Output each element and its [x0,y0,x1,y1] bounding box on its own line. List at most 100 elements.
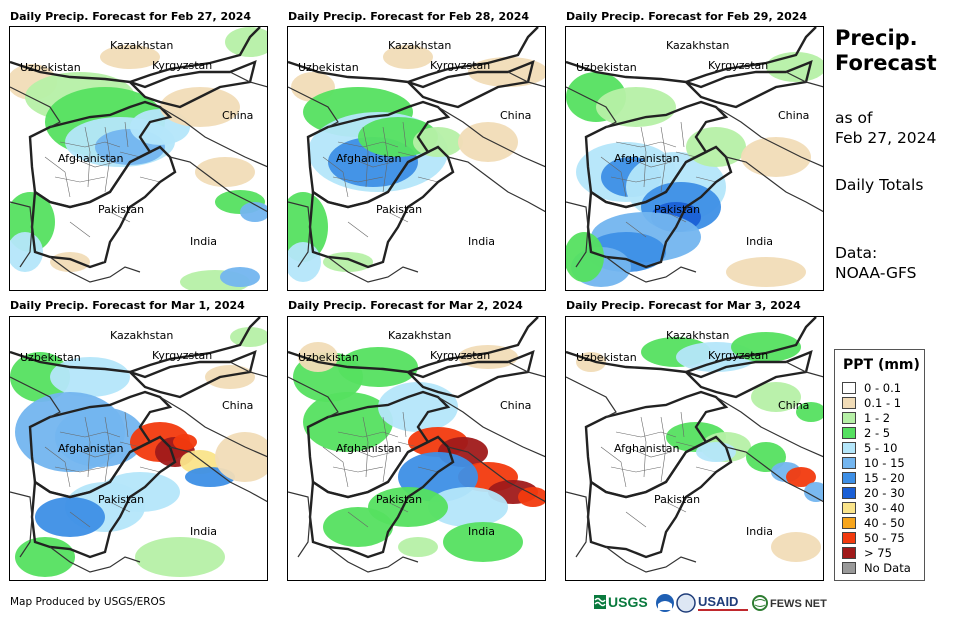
precip-area [458,122,518,162]
province-boundary [69,156,116,168]
daily-totals-label: Daily Totals [835,176,924,194]
legend-swatch [842,412,856,424]
side-title: Precip. Forecast [835,26,937,76]
country-boundary [10,27,261,84]
country-boundary [10,86,61,128]
province-boundary [382,416,389,483]
panel-title-2: Daily Precip. Forecast for Feb 28, 2024 [288,10,530,23]
country-boundary [229,71,267,88]
legend-swatch [842,472,856,484]
fews-text: FEWS NET [770,598,827,610]
province-boundary [680,121,685,148]
globe-icon [752,595,768,611]
precip-area [195,157,255,187]
precip-area [383,45,433,69]
place-label-afghanistan: Afghanistan [336,152,402,165]
country-boundary [566,376,617,418]
precip-area [15,537,75,577]
precip-area [741,137,811,177]
country-boundary [159,106,267,168]
precip-raster [566,317,823,573]
province-boundary [69,511,91,528]
province-boundary [610,466,662,473]
place-label-kazakhstan: Kazakhstan [110,329,174,342]
province-boundary [675,151,697,158]
province-boundary [332,176,384,183]
country-boundary [10,491,33,558]
country-boundary [10,376,61,418]
panel-title-1: Daily Precip. Forecast for Feb 27, 2024 [10,10,252,23]
precip-area [518,487,545,507]
country-boundary [566,491,589,558]
place-label-india: India [190,235,217,248]
province-boundary [625,511,647,528]
province-boundary [625,446,672,458]
legend-label: 20 - 30 [864,486,905,500]
place-label-uzbekistan: Uzbekistan [20,61,81,74]
country-boundary [169,156,267,213]
country-boundary [288,317,539,374]
province-boundary [119,151,141,158]
province-boundary [387,501,409,513]
legend-swatch [842,517,856,529]
province-boundary [124,411,129,438]
province-boundary [600,446,627,488]
panel-title-3: Daily Precip. Forecast for Feb 29, 2024 [566,10,808,23]
usgs-wave-icon: USGS [594,594,648,610]
country-boundary [566,201,589,268]
precip-raster [288,27,545,283]
usaid-text: USAID [698,594,738,609]
province-boundary [119,441,141,448]
province-boundary [44,156,71,198]
as-of-label: as of [835,109,873,127]
fews-logo: FEWS NET [752,592,827,614]
country-boundary [30,145,177,269]
precip-area [378,382,458,432]
country-boundary [288,27,539,84]
province-boundary [397,151,419,158]
province-boundary [402,121,407,148]
country-boundary [566,317,817,374]
province-boundary [59,431,121,438]
precip-area [230,327,267,347]
precip-area [428,487,508,527]
map-credit: Map Produced by USGS/EROS [10,596,166,608]
precip-area [215,432,267,482]
country-boundary [507,71,545,88]
province-boundary [69,446,116,458]
province-boundary [347,446,394,458]
legend-label: 0 - 0.1 [864,381,902,395]
province-boundary [362,126,369,188]
country-boundary [586,435,733,559]
place-label-india: India [190,525,217,538]
place-label-kyrgyzstan: Kyrgyzstan [152,349,213,362]
place-label-india: India [746,525,773,538]
province-boundary [322,446,349,488]
country-boundary [229,361,267,378]
legend-swatch [842,442,856,454]
country-boundary [288,491,311,558]
legend-title: PPT (mm) [843,357,920,373]
province-boundary [615,431,677,438]
province-boundary [640,416,647,478]
country-boundary [308,145,455,269]
precip-area [220,267,260,287]
country-boundary [605,256,697,283]
province-boundary [84,126,91,188]
legend-swatch [842,562,856,574]
precip-area [443,522,523,562]
province-boundary [600,156,627,198]
country-boundary [169,446,267,503]
place-label-kazakhstan: Kazakhstan [666,329,730,342]
place-label-india: India [468,235,495,248]
country-boundary [288,376,339,418]
data-label: Data: [835,244,878,262]
legend-label: 5 - 10 [864,441,898,455]
precip-area [596,87,676,127]
forecast-map-feb28: Kazakhstan Uzbekistan Kyrgyzstan China Afgha… [287,26,546,291]
precip-area [804,482,823,502]
precip-area [240,202,267,222]
province-boundary [347,511,369,528]
province-boundary [615,141,677,148]
forecast-map-mar3: Kazakhstan Uzbekistan Kyrgyzstan China Afgha… [565,316,824,581]
